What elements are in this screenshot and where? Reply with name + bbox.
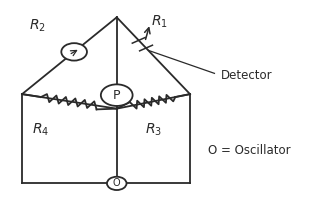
Circle shape — [101, 84, 133, 106]
Text: $R_2$: $R_2$ — [29, 17, 46, 34]
Circle shape — [61, 43, 87, 61]
Text: $R_1$: $R_1$ — [151, 13, 168, 30]
Text: Detector: Detector — [221, 69, 272, 82]
Text: $R_3$: $R_3$ — [145, 121, 162, 138]
Text: $R_4$: $R_4$ — [32, 121, 49, 138]
Text: O: O — [113, 178, 120, 188]
Text: O = Oscillator: O = Oscillator — [208, 144, 291, 157]
Circle shape — [107, 177, 126, 190]
Text: P: P — [113, 89, 120, 102]
